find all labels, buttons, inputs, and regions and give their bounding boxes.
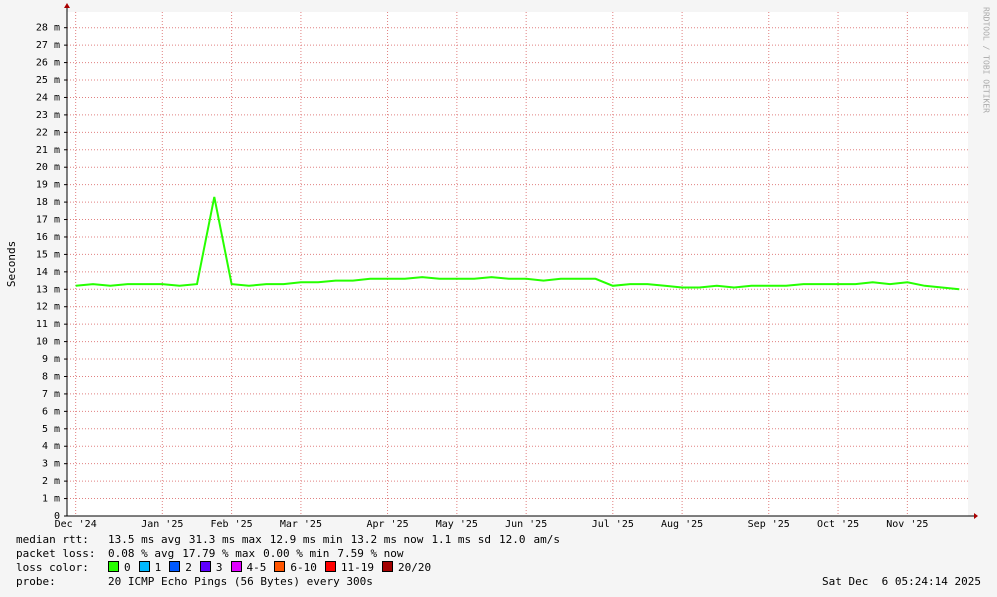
legend-item: 2 [169, 561, 192, 575]
stat-label: median rtt: [16, 533, 89, 546]
loss-legend: loss color: 0 1 2 3 4-5 6-10 11-19 20/20 [16, 561, 560, 575]
y-tick-label: 14 m [36, 267, 60, 278]
x-tick-label: Aug '25 [661, 519, 703, 530]
axis-arrow [974, 513, 978, 519]
y-tick-label: 27 m [36, 40, 60, 51]
legend-item: 1 [138, 561, 162, 575]
legend-text: 3 [215, 561, 223, 574]
legend-item: 0 [108, 561, 131, 575]
legend-item: 6-10 [274, 561, 317, 575]
y-tick-label: 3 m [42, 459, 60, 470]
x-tick-label: Feb '25 [211, 519, 253, 530]
legend-swatch [382, 561, 393, 572]
x-tick-label: Mar '25 [280, 519, 322, 530]
y-tick-label: 8 m [42, 371, 60, 382]
y-tick-label: 15 m [36, 249, 60, 260]
y-tick-label: 1 m [42, 494, 60, 505]
legend-text: 1 [154, 561, 162, 574]
median-line [75, 196, 960, 291]
chart: Seconds RRDTOOL / TOBI OETIKER 0 1 m 2 m 3 … [5, 3, 991, 530]
y-tick-label: 17 m [36, 215, 60, 226]
probe-label: probe: [16, 575, 56, 588]
legend-label: loss color: [16, 561, 89, 574]
y-axis-label: Seconds [5, 241, 18, 287]
stat: 7.59 % now [337, 547, 404, 560]
stat-label: packet loss: [16, 547, 96, 560]
probe-row: probe: 20 ICMP Echo Pings (56 Bytes) ever… [16, 575, 560, 589]
y-tick-label: 25 m [36, 75, 60, 86]
legend-text: 4-5 [246, 561, 267, 574]
legend-swatch [108, 561, 119, 572]
stat: 17.79 % max [182, 547, 256, 560]
legend-swatch [169, 561, 181, 572]
legend-text: 6-10 [290, 561, 317, 574]
stat: 13.5 ms avg [108, 533, 181, 546]
legend-text: 20/20 [398, 561, 432, 574]
legend-text: 0 [124, 561, 131, 574]
y-tick-label: 4 m [42, 441, 60, 452]
legend-swatch [199, 561, 211, 572]
x-tick-label: Dec '24 [55, 519, 97, 530]
timestamp: Sat Dec 6 05:24:14 2025 [822, 575, 981, 588]
y-tick-label: 13 m [36, 284, 60, 295]
legend-text: 2 [185, 561, 192, 574]
legend-swatch [138, 561, 150, 572]
legend-item: 20/20 [382, 561, 431, 575]
stat: 12.0 [499, 533, 526, 546]
y-tick-label: 23 m [36, 110, 60, 121]
y-tick-label: 12 m [36, 302, 60, 313]
stat: 31.3 ms max [188, 533, 262, 546]
y-tick-label: 11 m [36, 319, 60, 330]
y-tick-label: 5 m [42, 424, 60, 435]
stat: 0.08 % avg [108, 547, 175, 560]
probe: 20 ICMP Echo Pings (56 Bytes) every 300s [108, 575, 373, 588]
stats-row: packet loss: 0.08 % avg 17.79 % max 0.00 % … [16, 547, 560, 561]
y-tick-label: 26 m [36, 58, 60, 69]
y-tick-label: 2 m [42, 476, 60, 487]
y-tick-label: 9 m [42, 354, 60, 365]
y-tick-label: 7 m [42, 389, 60, 400]
y-tick-label: 19 m [36, 180, 60, 191]
x-tick-label: Jul '25 [592, 519, 634, 530]
x-tick-label: Sep '25 [748, 519, 790, 530]
legend-item: 4-5 [230, 561, 267, 575]
stat: 13.2 ms now [350, 533, 424, 546]
y-tick-label: 20 m [36, 162, 60, 173]
watermark: RRDTOOL / TOBI OETIKER [982, 7, 991, 113]
x-tick-label: Apr '25 [366, 519, 408, 530]
stats-row: median rtt: 13.5 ms avg 31.3 ms max 12.9 ms… [16, 533, 560, 547]
x-tick-label: Jan '25 [141, 519, 183, 530]
y-tick-label: 21 m [36, 145, 60, 156]
plot-area [67, 12, 968, 516]
legend-swatch [274, 561, 286, 572]
x-tick-label: May '25 [436, 519, 478, 530]
x-tick-label: Jun '25 [505, 519, 547, 530]
legend-swatch [324, 561, 336, 572]
stat: 0.00 % min [263, 547, 330, 560]
legend-item: 11-19 [324, 561, 374, 575]
x-tick-label: Oct '25 [817, 519, 859, 530]
y-tick-label: 22 m [36, 127, 60, 138]
y-tick-label: 18 m [36, 197, 60, 208]
stat: 12.9 ms min [269, 533, 343, 546]
stat: am/s [533, 533, 561, 546]
y-tick-label: 6 m [42, 406, 60, 417]
legend-swatch [230, 561, 242, 572]
y-tick-label: 24 m [36, 92, 60, 103]
y-tick-label: 16 m [36, 232, 60, 243]
x-tick-label: Nov '25 [886, 519, 928, 530]
y-tick-label: 0 [54, 511, 60, 522]
axis-arrow [64, 3, 70, 8]
legend-item: 3 [199, 561, 223, 575]
stat: 1.1 ms sd [431, 533, 492, 546]
info: median rtt: 13.5 ms avg 31.3 ms max 12.9 ms… [16, 533, 560, 589]
y-tick-label: 10 m [36, 337, 60, 348]
legend-text: 11-19 [340, 561, 374, 574]
y-tick-label: 28 m [36, 23, 60, 34]
